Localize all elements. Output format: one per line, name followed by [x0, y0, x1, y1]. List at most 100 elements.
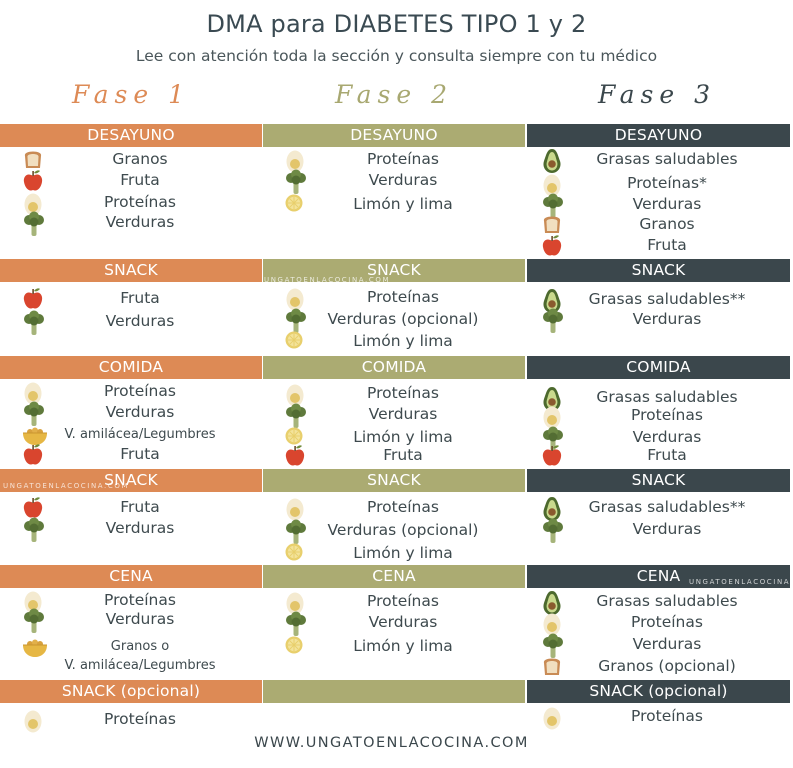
- food-item-label: Verduras: [105, 403, 175, 421]
- food-item: Verduras: [263, 611, 525, 636]
- watermark-text: UNGATOENLACOCINA.COM: [689, 578, 793, 586]
- page-title: DMA para DIABETES TIPO 1 y 2: [206, 10, 587, 38]
- broccoli-icon: [541, 633, 565, 659]
- food-item-label: Proteínas: [104, 193, 176, 211]
- meal-header: SNACK (opcional): [527, 680, 790, 703]
- meal-header: COMIDA: [527, 356, 790, 379]
- watermark-text: UNGATOENLACOCINA.COM: [3, 482, 130, 490]
- egg-icon: [284, 148, 306, 174]
- egg-icon: [541, 611, 563, 637]
- meal-header: SNACK: [527, 259, 790, 282]
- page-subtitle: Lee con atención toda la sección y consu…: [135, 47, 658, 65]
- avocado-icon: [541, 148, 563, 174]
- broccoli-icon: [541, 193, 565, 219]
- meal-header: SNACK: [263, 469, 525, 492]
- food-item: Limón y lima: [263, 426, 525, 448]
- food-item: Proteínas: [527, 705, 790, 730]
- food-item: Grasas saludables: [527, 148, 790, 173]
- food-item-label: Verduras: [105, 610, 175, 628]
- food-item-label: Grasas saludables: [596, 592, 738, 610]
- food-item: Fruta: [0, 287, 262, 309]
- broccoli-icon: [284, 169, 308, 195]
- avocado-icon: [541, 496, 563, 522]
- food-item: Verduras: [0, 211, 262, 236]
- egg-icon: [284, 496, 306, 522]
- food-item-label: Proteínas: [367, 288, 439, 306]
- broccoli-icon: [22, 517, 46, 543]
- food-item: Verduras: [0, 517, 262, 542]
- food-item: Fruta: [263, 444, 525, 466]
- food-item: Proteínas: [263, 496, 525, 521]
- food-item-label: Proteínas: [367, 150, 439, 168]
- meal-header: CENA: [263, 565, 525, 588]
- egg-icon: [541, 705, 563, 731]
- food-item: Granos (opcional): [527, 655, 790, 677]
- bread-icon: [541, 213, 563, 235]
- food-item: Verduras: [527, 518, 790, 543]
- lemon-icon: [284, 542, 304, 562]
- food-item-label: Verduras: [632, 428, 702, 446]
- food-item: Grasas saludables: [527, 386, 790, 411]
- food-item-label: Grasas saludables**: [588, 290, 746, 308]
- phase-1-column: DESAYUNO Granos Fruta Proteínas Verduras SNAC…: [0, 0, 262, 768]
- apple-icon: [541, 234, 563, 258]
- food-item-label: Proteínas: [367, 592, 439, 610]
- food-item-label: Grasas saludables**: [588, 498, 746, 516]
- food-item: Verduras: [527, 426, 790, 451]
- food-item-label: Fruta: [120, 289, 160, 307]
- apple-icon: [284, 444, 306, 468]
- legume-bowl-icon: [22, 636, 48, 658]
- meal-header: SNACK: [527, 469, 790, 492]
- food-item: Verduras (opcional): [263, 519, 525, 544]
- food-item: Verduras (opcional): [263, 308, 525, 333]
- food-item-label: Granos (opcional): [598, 657, 736, 675]
- food-item-label: Proteínas: [104, 710, 176, 728]
- food-item-label: Verduras: [368, 613, 438, 631]
- phase-3-column: DESAYUNO Grasas saludables Proteínas* Verdu…: [527, 0, 790, 768]
- meal-header: COMIDA: [0, 356, 262, 379]
- food-item: Limón y lima: [263, 193, 525, 215]
- food-item: Verduras: [527, 308, 790, 333]
- food-item: Fruta: [0, 169, 262, 191]
- food-item-label: Proteínas: [631, 406, 703, 424]
- food-item: Granos o: [0, 636, 262, 658]
- food-item: Proteínas: [263, 382, 525, 407]
- food-item: V. amilácea/Legumbres: [0, 655, 262, 677]
- food-item-label: Grasas saludables: [596, 150, 738, 168]
- apple-icon: [22, 287, 44, 311]
- food-item: Verduras: [0, 310, 262, 335]
- food-item: Verduras: [527, 633, 790, 658]
- food-item-label: Grasas saludables: [596, 388, 738, 406]
- food-item: Proteínas: [527, 611, 790, 636]
- lemon-icon: [284, 193, 304, 213]
- apple-icon: [541, 444, 563, 468]
- food-item: Grasas saludables**: [527, 288, 790, 313]
- food-item: Verduras: [527, 193, 790, 218]
- food-item: Proteínas: [0, 708, 262, 733]
- broccoli-icon: [22, 401, 46, 427]
- apple-icon: [22, 169, 44, 193]
- lemon-icon: [284, 426, 304, 446]
- meal-header: SNACK: [263, 259, 525, 282]
- bread-icon: [541, 655, 563, 677]
- food-item: Verduras: [0, 608, 262, 633]
- food-item-label: Limón y lima: [353, 637, 453, 655]
- food-item-label: Verduras: [632, 195, 702, 213]
- food-item: Limón y lima: [263, 330, 525, 352]
- food-item: Granos: [527, 213, 790, 235]
- lemon-icon: [284, 635, 304, 655]
- food-item-label: Verduras: [105, 519, 175, 537]
- food-item: Proteínas: [0, 191, 262, 216]
- meal-header: SNACK: [0, 259, 262, 282]
- legume-bowl-icon: [22, 424, 48, 446]
- food-item: Fruta: [527, 444, 790, 466]
- food-item-label: Fruta: [383, 446, 423, 464]
- food-item-label: Fruta: [120, 171, 160, 189]
- food-item-label: Verduras (opcional): [327, 310, 479, 328]
- egg-icon: [541, 172, 563, 198]
- food-item: Fruta: [0, 443, 262, 465]
- food-item: Proteínas: [0, 589, 262, 614]
- food-item-label: Verduras: [105, 213, 175, 231]
- broccoli-icon: [22, 211, 46, 237]
- meal-header: DESAYUNO: [527, 124, 790, 147]
